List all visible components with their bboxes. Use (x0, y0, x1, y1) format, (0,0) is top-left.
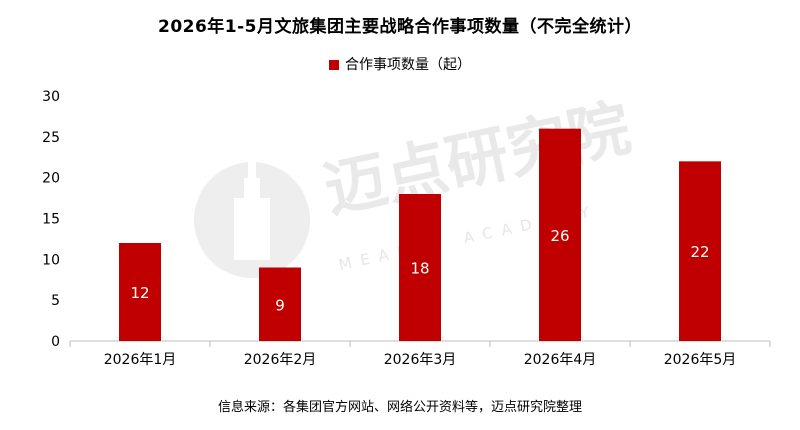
bar-data-label: 26 (550, 227, 569, 245)
y-tick-label: 15 (42, 212, 60, 228)
bar-data-label: 22 (690, 243, 709, 261)
legend-swatch (329, 60, 339, 70)
bar (119, 243, 161, 341)
y-tick-label: 0 (51, 334, 60, 350)
chart-legend: 合作事项数量（起） (0, 54, 800, 74)
bar (539, 128, 581, 341)
x-tick-label: 2026年1月 (104, 352, 177, 368)
chart-title: 2026年1-5月文旅集团主要战略合作事项数量（不完全统计） (157, 17, 643, 37)
bar (259, 267, 301, 341)
y-tick-label: 25 (42, 130, 60, 146)
x-tick-label: 2026年3月 (384, 352, 457, 368)
x-tick-label: 2026年2月 (244, 352, 317, 368)
legend-label: 合作事项数量（起） (345, 57, 471, 73)
x-tick-label: 2026年4月 (524, 352, 597, 368)
bar-data-label: 12 (130, 284, 149, 302)
bar-data-label: 9 (275, 296, 285, 314)
y-tick-label: 5 (51, 293, 60, 309)
bar (679, 161, 721, 341)
bar (399, 194, 441, 341)
y-tick-label: 10 (42, 252, 60, 268)
y-tick-label: 20 (42, 171, 60, 187)
x-tick-label: 2026年5月 (664, 352, 737, 368)
source-note: 信息来源：各集团官方网站、网络公开资料等，迈点研究院整理 (217, 400, 582, 415)
y-tick-label: 30 (42, 89, 60, 105)
bar-data-label: 18 (410, 260, 429, 278)
